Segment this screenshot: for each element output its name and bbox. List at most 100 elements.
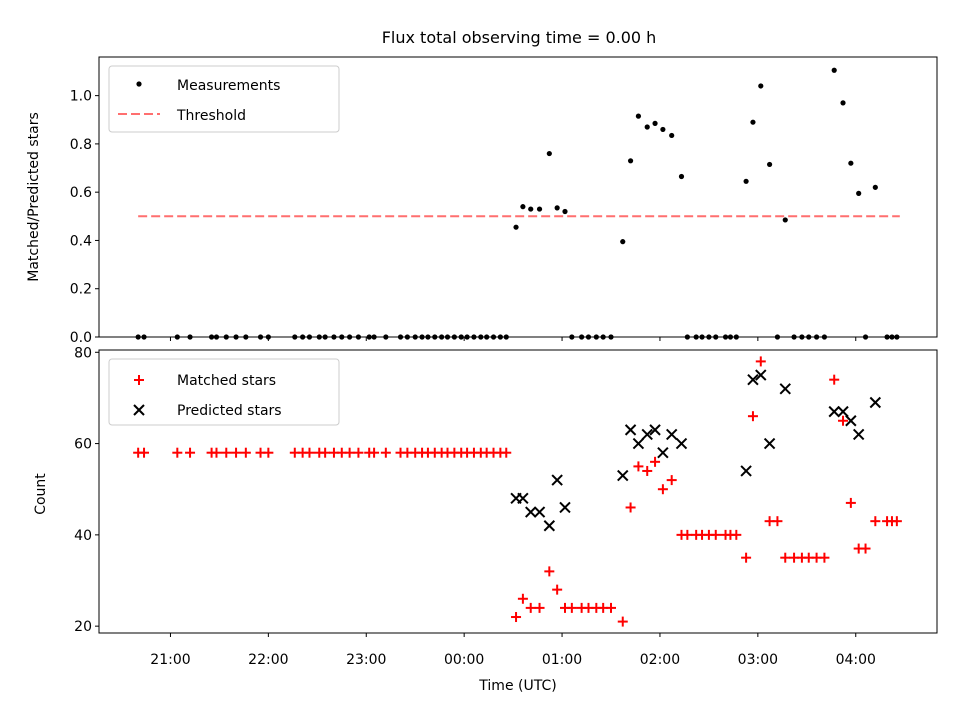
matched-star-point xyxy=(517,593,528,604)
predicted-star-point xyxy=(747,373,759,386)
matched-star-point xyxy=(633,461,644,472)
matched-star-point xyxy=(860,543,871,554)
measurement-point xyxy=(872,184,878,190)
matched-star-point xyxy=(891,516,902,527)
top-y-tick-label: 0.4 xyxy=(70,233,92,249)
matched-star-point xyxy=(780,552,791,563)
top-y-tick-label: 0.8 xyxy=(70,137,92,153)
matched-star-point xyxy=(731,529,742,540)
predicted-star-point xyxy=(525,506,537,518)
predicted-star-point xyxy=(740,465,752,477)
matched-star-point xyxy=(845,497,856,508)
predicted-star-point xyxy=(837,405,849,418)
predicted-star-point xyxy=(828,405,840,418)
matched-star-point xyxy=(566,602,577,613)
x-tick-label: 04:00 xyxy=(836,652,876,668)
predicted-star-point xyxy=(641,428,653,441)
top-y-tick-label: 0.2 xyxy=(70,282,92,298)
legend-label-matched-stars: Matched stars xyxy=(177,373,276,389)
x-tick-label: 03:00 xyxy=(738,652,778,668)
predicted-stars-points xyxy=(510,369,882,532)
chart-title: Flux total observing time = 0.00 h xyxy=(382,28,657,47)
predicted-star-point xyxy=(665,428,678,441)
matched-star-point xyxy=(870,516,881,527)
predicted-star-point xyxy=(551,474,563,486)
measurement-point xyxy=(743,178,749,184)
bottom-legend: Matched stars Predicted stars xyxy=(108,358,340,426)
measurement-point xyxy=(652,120,658,126)
matched-star-point xyxy=(755,356,766,367)
matched-star-point xyxy=(829,374,840,385)
matched-star-point xyxy=(666,475,677,486)
measurement-point xyxy=(627,158,634,164)
matched-star-point xyxy=(240,447,251,458)
matched-star-point xyxy=(552,584,563,595)
matched-star-point xyxy=(353,447,364,458)
measurement-point xyxy=(513,224,519,230)
predicted-star-point xyxy=(533,506,546,518)
top-y-tick-label: 0.6 xyxy=(70,185,92,201)
matched-star-point xyxy=(172,447,183,458)
measurement-point xyxy=(831,67,837,73)
legend-label-measurements: Measurements xyxy=(177,78,280,94)
top-y-ticks: 0.0 0.2 0.4 0.6 0.8 1.0 xyxy=(70,89,99,346)
matched-star-point xyxy=(525,602,536,613)
matched-star-point xyxy=(211,447,222,458)
matched-star-point xyxy=(606,602,617,613)
measurement-point xyxy=(782,217,788,223)
matched-star-point xyxy=(534,602,545,613)
predicted-star-point xyxy=(852,428,865,441)
matched-star-point xyxy=(185,447,196,458)
x-tick-label: 22:00 xyxy=(248,652,288,668)
predicted-star-point xyxy=(657,446,669,459)
predicted-star-point xyxy=(632,437,645,450)
measurement-point xyxy=(758,83,764,89)
bottom-y-ticks: 20 40 60 80 xyxy=(74,345,99,635)
predicted-star-point xyxy=(845,415,857,427)
predicted-star-point xyxy=(763,437,776,450)
measurement-point xyxy=(620,239,626,245)
measurement-point xyxy=(766,161,773,168)
predicted-star-point xyxy=(675,437,688,450)
matched-star-point xyxy=(304,447,315,458)
measurement-point xyxy=(520,204,526,210)
measurement-point xyxy=(840,100,846,106)
predicted-star-point xyxy=(755,369,767,381)
bottom-plot-frame xyxy=(98,349,938,634)
measurement-point xyxy=(660,126,666,133)
matched-star-point xyxy=(657,484,668,495)
measurement-point xyxy=(536,206,543,212)
predicted-star-point xyxy=(559,501,571,514)
x-tick-label: 00:00 xyxy=(444,652,484,668)
predicted-star-point xyxy=(617,469,629,482)
measurement-point xyxy=(669,132,675,139)
measurement-point xyxy=(848,160,854,166)
top-plot-frame xyxy=(98,56,938,338)
measurements-legend-marker xyxy=(136,81,142,87)
top-panel: 0.0 0.2 0.4 0.6 0.8 1.0 Matched/Predicted sta… xyxy=(26,56,938,346)
matched-legend-plus xyxy=(134,375,144,385)
top-y-tick-label: 1.0 xyxy=(70,89,92,105)
measurement-point xyxy=(554,205,560,211)
bottom-panel: 20 40 60 80 21:00 22:00 23:00 00:00 01:00 02:00 0… xyxy=(33,345,938,694)
measurement-point xyxy=(562,208,568,215)
matched-stars-legend-marker xyxy=(134,375,144,385)
predicted-star-point xyxy=(543,520,556,532)
measurement-point xyxy=(856,190,862,196)
matched-star-point xyxy=(772,516,783,527)
bottom-x-ticks: 21:00 22:00 23:00 00:00 01:00 02:00 03:00 04:00 xyxy=(150,633,876,668)
bottom-y-tick-label: 60 xyxy=(74,437,92,453)
matched-star-point xyxy=(682,529,693,540)
top-y-axis-label: Matched/Predicted stars xyxy=(26,112,42,282)
matched-stars-points xyxy=(133,356,902,627)
matched-star-point xyxy=(139,447,150,458)
predicted-star-point xyxy=(517,492,529,505)
predicted-star-point xyxy=(649,424,661,436)
x-tick-label: 02:00 xyxy=(640,652,680,668)
predicted-legend-x xyxy=(133,404,145,416)
legend-label-threshold: Threshold xyxy=(176,108,246,124)
legend-label-predicted-stars: Predicted stars xyxy=(177,403,282,419)
measurement-point xyxy=(750,119,756,125)
matched-star-point xyxy=(344,447,355,458)
